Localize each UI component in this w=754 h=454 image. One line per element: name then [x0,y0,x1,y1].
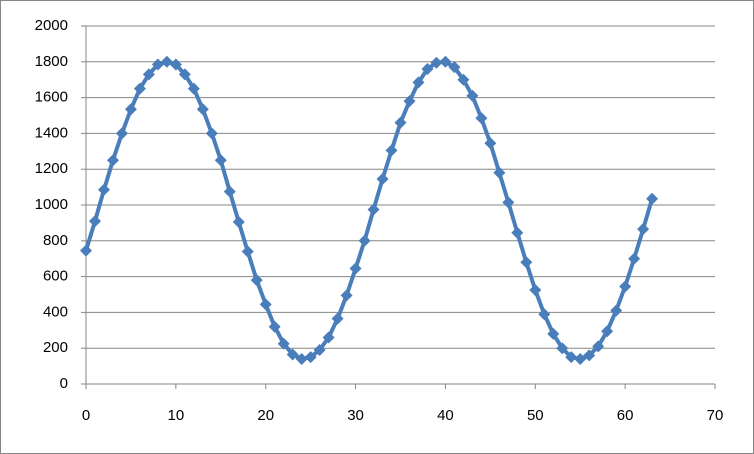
data-point [493,166,506,179]
data-point [520,256,533,269]
data-point [358,234,371,247]
x-tick-label: 10 [168,407,185,424]
y-tick-label: 400 [43,303,68,320]
data-point [601,325,614,338]
data-point [511,226,524,239]
y-tick-label: 1600 [35,89,68,106]
data-point [421,62,434,75]
y-tick-label: 200 [43,339,68,356]
data-point [169,58,182,71]
y-tick-label: 600 [43,268,68,285]
data-point [250,274,263,287]
data-point [430,56,443,69]
x-tick-label: 50 [527,407,544,424]
x-tick-label: 0 [82,407,90,424]
data-point [259,298,272,311]
y-tick-label: 1200 [35,160,68,177]
data-point [268,320,281,333]
data-point [412,76,425,89]
data-point [241,245,254,258]
data-point [610,304,623,317]
data-point [340,289,353,302]
data-point [214,154,227,167]
data-point [232,216,245,229]
y-tick-label: 1800 [35,53,68,70]
data-point [466,89,479,102]
data-point [133,82,146,95]
data-point [583,349,596,362]
data-point [80,244,92,257]
data-point [367,203,380,216]
data-point [403,95,416,108]
y-tick-label: 1400 [35,124,68,141]
data-point [574,352,587,365]
data-point [151,58,164,71]
data-point [547,327,560,340]
data-point [439,55,452,68]
data-point [124,103,137,116]
data-point [457,73,470,86]
data-point [394,116,407,129]
data-point [322,331,335,344]
data-point [277,337,290,350]
data-point [619,280,632,293]
x-tick-label: 70 [707,407,724,424]
data-point [475,112,488,125]
data-point [223,185,236,198]
data-point [160,55,173,68]
series-line [84,59,655,361]
data-point [115,127,128,140]
data-point [646,192,659,205]
data-point [637,223,650,236]
x-tick-label: 60 [617,407,634,424]
data-point [196,103,209,116]
data-point [502,196,515,209]
data-point [106,154,119,167]
y-tick-label: 0 [60,375,68,392]
x-tick-label: 20 [257,407,274,424]
y-tick-label: 1000 [35,196,68,213]
data-point [88,215,101,228]
data-point [565,351,578,364]
data-point [313,343,326,356]
data-point [538,308,551,321]
data-point [295,352,308,365]
data-point [286,348,299,361]
y-tick-label: 800 [43,232,68,249]
data-point [529,284,542,297]
x-tick-label: 30 [347,407,364,424]
data-point [178,68,191,81]
data-point [331,312,344,325]
data-point [349,262,362,275]
data-point [205,127,218,140]
data-point [592,340,605,353]
x-tick-label: 40 [437,407,454,424]
data-point [376,173,389,186]
data-point [484,137,497,150]
data-point [448,61,461,74]
data-point [385,144,398,157]
data-point [628,252,641,265]
data-point [187,82,200,95]
data-point [142,68,155,81]
data-point [304,351,317,364]
data-point [556,342,569,355]
data-point [97,183,110,196]
y-tick-label: 2000 [35,17,68,34]
